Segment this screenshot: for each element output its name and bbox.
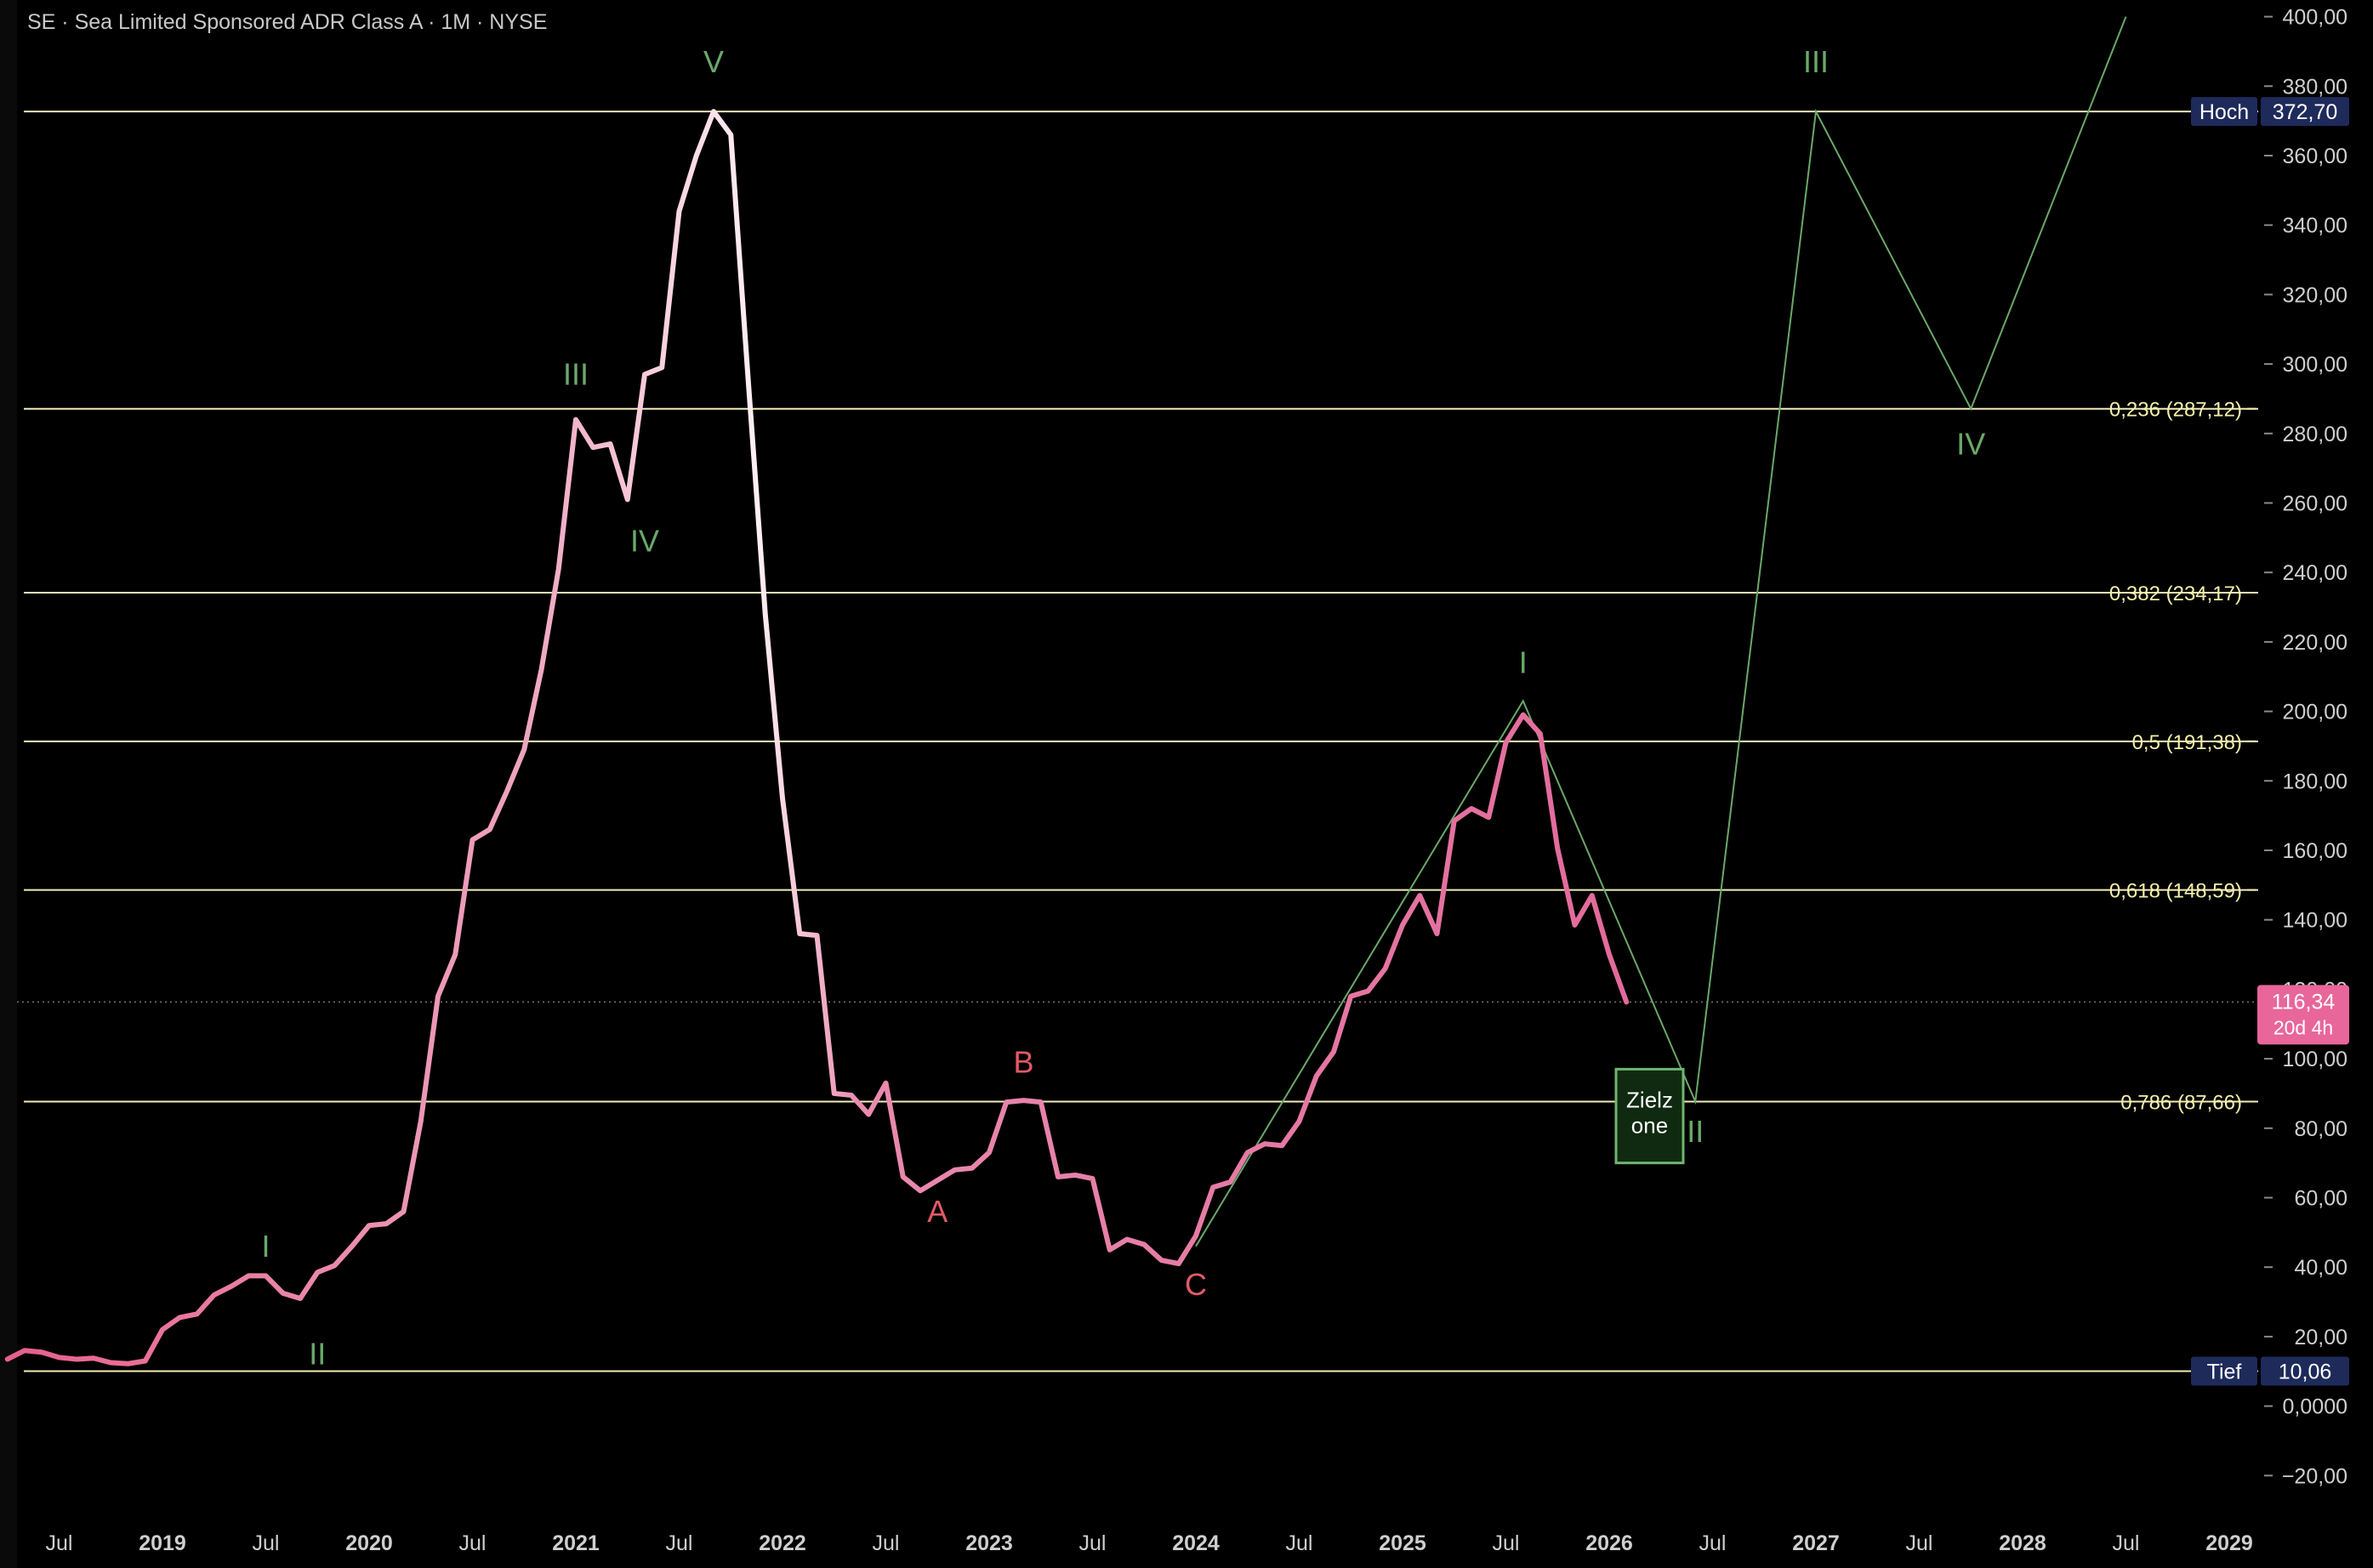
badge-value-bg xyxy=(2261,97,2349,127)
y-tick-label: 360,00 xyxy=(2283,145,2347,168)
x-tick-label: Jul xyxy=(1699,1531,1727,1555)
x-tick-label: 2021 xyxy=(552,1531,600,1555)
fib-level-label: 0,618 (148,59) xyxy=(2109,880,2242,903)
wave-projection-line xyxy=(1195,16,2127,1247)
x-tick-label: Jul xyxy=(1079,1531,1107,1555)
x-tick-label: Jul xyxy=(46,1531,73,1555)
y-tick-label: 80,00 xyxy=(2294,1117,2347,1141)
x-tick-label: 2028 xyxy=(1999,1531,2046,1555)
x-tick-label: 2022 xyxy=(759,1531,806,1555)
fib-level-label: 0,786 (87,66) xyxy=(2120,1092,2242,1115)
badge-name-bg xyxy=(2191,97,2257,127)
fib-level-label: 0,5 (191,38) xyxy=(2132,731,2242,754)
y-tick-label: 0,0000 xyxy=(2283,1395,2347,1419)
y-tick-label: 280,00 xyxy=(2283,423,2347,446)
badge-value: 10,06 xyxy=(2279,1361,2332,1384)
x-tick-label: 2024 xyxy=(1172,1531,1220,1555)
x-tick-label: Jul xyxy=(253,1531,280,1555)
x-tick-label: Jul xyxy=(1906,1531,1933,1555)
symbol-title[interactable]: SE · Sea Limited Sponsored ADR Class A ·… xyxy=(27,10,548,34)
y-tick-label: 400,00 xyxy=(2283,6,2347,30)
x-tick-label: 2029 xyxy=(2205,1531,2253,1555)
y-tick-label: 200,00 xyxy=(2283,701,2347,724)
x-tick-label: 2026 xyxy=(1585,1531,1633,1555)
target-zone-label: one xyxy=(1631,1112,1668,1138)
x-tick-label: 2027 xyxy=(1792,1531,1840,1555)
x-tick-label: 2025 xyxy=(1379,1531,1426,1555)
y-tick-label: 20,00 xyxy=(2294,1326,2347,1349)
wave-label: III xyxy=(1803,44,1829,79)
x-tick-label: Jul xyxy=(666,1531,693,1555)
x-tick-label: Jul xyxy=(1493,1531,1520,1555)
wave-label: III xyxy=(563,357,589,392)
badge-value: 372,70 xyxy=(2273,100,2337,124)
wave-label: C xyxy=(1185,1267,1207,1302)
fib-level-label: 0,382 (234,17) xyxy=(2109,582,2242,605)
x-tick-label: Jul xyxy=(2113,1531,2140,1555)
x-tick-label: 2023 xyxy=(965,1531,1013,1555)
y-tick-label: 380,00 xyxy=(2283,75,2347,99)
wave-label: IV xyxy=(1956,426,1985,461)
x-tick-label: Jul xyxy=(873,1531,900,1555)
wave-label: I xyxy=(261,1229,270,1264)
left-edge-strip xyxy=(0,0,17,1568)
wave-label: I xyxy=(1519,645,1528,680)
badge-value-bg xyxy=(2261,1356,2349,1386)
y-tick-label: 260,00 xyxy=(2283,492,2347,516)
wave-label: IV xyxy=(630,524,659,559)
last-price-countdown: 20d 4h xyxy=(2273,1016,2333,1038)
wave-label: B xyxy=(1013,1044,1033,1079)
badge-name: Hoch xyxy=(2199,100,2249,124)
price-line xyxy=(4,109,1630,1366)
wave-label: A xyxy=(927,1194,947,1229)
wave-label: V xyxy=(703,44,724,79)
y-tick-label: 300,00 xyxy=(2283,353,2347,377)
y-tick-label: −20,00 xyxy=(2282,1464,2347,1488)
x-tick-label: 2020 xyxy=(345,1531,393,1555)
x-tick-label: Jul xyxy=(1286,1531,1313,1555)
x-tick-label: Jul xyxy=(459,1531,487,1555)
y-tick-label: 40,00 xyxy=(2294,1256,2347,1280)
x-tick-label: 2019 xyxy=(139,1531,186,1555)
y-tick-label: 60,00 xyxy=(2294,1187,2347,1211)
badge-name: Tief xyxy=(2207,1361,2242,1384)
target-zone-box xyxy=(1614,1067,1685,1165)
wave-label: II xyxy=(309,1337,326,1372)
y-tick-label: 100,00 xyxy=(2283,1048,2347,1071)
y-tick-label: 320,00 xyxy=(2283,283,2347,307)
last-price-badge xyxy=(2257,985,2349,1045)
target-zone-label: Zielz xyxy=(1626,1087,1673,1112)
badge-name-bg xyxy=(2191,1356,2257,1386)
last-price-value: 116,34 xyxy=(2272,990,2336,1014)
y-tick-label: 340,00 xyxy=(2283,214,2347,238)
y-tick-label: 160,00 xyxy=(2283,839,2347,863)
y-tick-label: 220,00 xyxy=(2283,631,2347,655)
y-tick-label: 140,00 xyxy=(2283,909,2347,933)
fib-level-label: 0,236 (287,12) xyxy=(2109,399,2242,422)
y-tick-label: 240,00 xyxy=(2283,561,2347,585)
y-tick-label: 180,00 xyxy=(2283,770,2347,793)
wave-label: II xyxy=(1687,1114,1704,1149)
